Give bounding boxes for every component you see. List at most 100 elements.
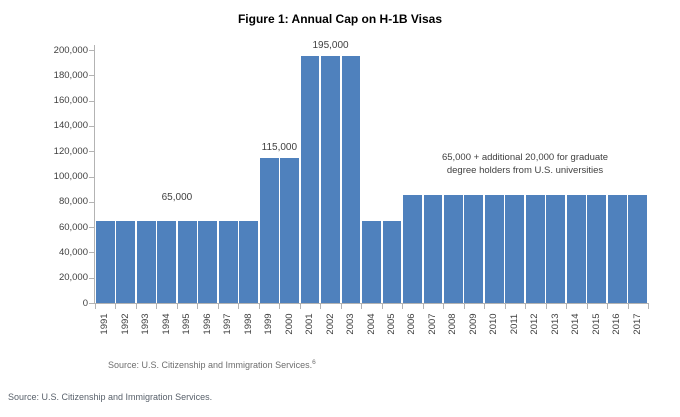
bar-2003 bbox=[341, 56, 361, 303]
chart-title: Figure 1: Annual Cap on H-1B Visas bbox=[237, 12, 443, 26]
bar-2015 bbox=[587, 195, 607, 303]
x-axis-label-1998: 1998 bbox=[242, 313, 254, 335]
bar-2014 bbox=[566, 195, 586, 303]
bar-2000 bbox=[280, 157, 299, 303]
x-axis-tick bbox=[156, 304, 158, 309]
page-source-caption: Source: U.S. Citizenship and Immigration… bbox=[8, 392, 213, 402]
annotation-line-1: 65,000 + additional 20,000 for graduate bbox=[441, 152, 609, 163]
x-axis-tick bbox=[422, 304, 424, 309]
y-axis-tick-label: 0 bbox=[82, 297, 88, 309]
chart-annotation: 65,000 + additional 20,000 for graduate … bbox=[415, 151, 635, 177]
bar-1999 bbox=[259, 157, 279, 303]
bar-1993 bbox=[136, 220, 156, 303]
y-axis-tick-label: 120,000 bbox=[53, 145, 88, 157]
x-axis-tick bbox=[607, 304, 609, 309]
x-axis-tick bbox=[525, 304, 527, 309]
x-axis-label-2008: 2008 bbox=[447, 313, 459, 335]
x-axis-tick bbox=[95, 304, 96, 309]
y-axis-tick bbox=[89, 201, 94, 203]
bar-1992 bbox=[116, 220, 136, 303]
x-axis-tick bbox=[238, 304, 240, 309]
x-axis-label-2006: 2006 bbox=[406, 313, 418, 335]
x-axis-tick bbox=[320, 304, 322, 309]
x-axis-label-1996: 1996 bbox=[201, 313, 213, 335]
bar-1995 bbox=[177, 220, 197, 303]
bar-data-label: 115,000 bbox=[261, 141, 298, 153]
x-axis-label-2004: 2004 bbox=[365, 313, 377, 335]
x-axis-tick bbox=[484, 304, 486, 309]
y-axis-line bbox=[94, 45, 95, 304]
x-axis-tick bbox=[115, 304, 117, 309]
x-axis-label-2009: 2009 bbox=[467, 313, 479, 335]
x-axis-tick bbox=[197, 304, 199, 309]
bar-2012 bbox=[525, 195, 545, 303]
y-axis-tick bbox=[89, 125, 94, 127]
x-axis-tick bbox=[176, 304, 178, 309]
bar-2005 bbox=[382, 220, 402, 303]
x-axis-tick bbox=[340, 304, 342, 309]
x-axis-label-1999: 1999 bbox=[263, 313, 275, 335]
y-axis-tick bbox=[89, 227, 94, 229]
x-axis-label-1992: 1992 bbox=[119, 313, 131, 335]
bar-2004 bbox=[362, 220, 381, 303]
x-axis-tick bbox=[627, 304, 629, 309]
bar-data-label: 65,000 bbox=[161, 191, 193, 203]
x-axis-label-2005: 2005 bbox=[385, 313, 397, 335]
y-axis-tick-label: 180,000 bbox=[53, 69, 88, 81]
x-axis-label-1997: 1997 bbox=[222, 313, 234, 335]
y-axis-tick bbox=[89, 75, 94, 77]
bar-2006 bbox=[403, 195, 422, 303]
x-axis-tick bbox=[566, 304, 568, 309]
bar-2017 bbox=[628, 195, 648, 303]
y-axis-tick bbox=[89, 100, 94, 102]
bar-data-label: 195,000 bbox=[312, 40, 349, 52]
bar-1998 bbox=[239, 220, 259, 303]
x-axis-tick bbox=[463, 304, 465, 309]
bar-2010 bbox=[484, 195, 504, 303]
x-axis-tick bbox=[443, 304, 445, 309]
y-axis-tick bbox=[89, 176, 94, 178]
y-axis-tick-label: 20,000 bbox=[58, 272, 88, 284]
x-axis-label-1994: 1994 bbox=[160, 313, 172, 335]
y-axis-tick bbox=[89, 277, 94, 279]
bar-2007 bbox=[423, 195, 443, 303]
bar-1994 bbox=[157, 220, 177, 303]
x-axis-label-2002: 2002 bbox=[324, 313, 336, 335]
x-axis-tick bbox=[135, 304, 137, 309]
y-axis-tick-label: 80,000 bbox=[58, 196, 88, 208]
bar-2013 bbox=[546, 195, 566, 303]
x-axis-tick bbox=[648, 304, 649, 309]
x-axis-label-2003: 2003 bbox=[345, 313, 357, 335]
x-axis-tick bbox=[504, 304, 506, 309]
x-axis-label-2010: 2010 bbox=[488, 313, 500, 335]
y-axis-tick bbox=[89, 303, 94, 304]
x-axis-label-2017: 2017 bbox=[631, 313, 643, 335]
x-axis-label-2014: 2014 bbox=[570, 313, 582, 335]
x-axis-label-2007: 2007 bbox=[426, 313, 438, 335]
x-axis-line bbox=[94, 303, 649, 304]
x-axis-tick bbox=[402, 304, 404, 309]
x-axis-label-2013: 2013 bbox=[549, 313, 561, 335]
bar-2002 bbox=[321, 56, 340, 303]
y-axis-tick-label: 60,000 bbox=[58, 221, 88, 233]
y-axis-tick bbox=[89, 50, 94, 51]
bar-1991 bbox=[95, 220, 115, 303]
x-axis-tick bbox=[279, 304, 281, 309]
bar-2008 bbox=[443, 195, 463, 303]
x-axis-label-2011: 2011 bbox=[508, 313, 520, 335]
bar-2009 bbox=[464, 195, 484, 303]
x-axis-tick bbox=[586, 304, 588, 309]
bar-2016 bbox=[607, 195, 627, 303]
x-axis-label-1993: 1993 bbox=[140, 313, 152, 335]
x-axis-label-1995: 1995 bbox=[181, 313, 193, 335]
x-axis-label-2015: 2015 bbox=[590, 313, 602, 335]
x-axis-tick bbox=[361, 304, 363, 309]
bar-2001 bbox=[300, 56, 320, 303]
bar-1997 bbox=[218, 220, 238, 303]
x-axis-label-1991: 1991 bbox=[99, 313, 111, 335]
bar-2011 bbox=[505, 195, 525, 303]
x-axis-tick bbox=[258, 304, 260, 309]
x-axis-tick bbox=[299, 304, 301, 309]
y-axis-tick-label: 140,000 bbox=[53, 120, 88, 132]
